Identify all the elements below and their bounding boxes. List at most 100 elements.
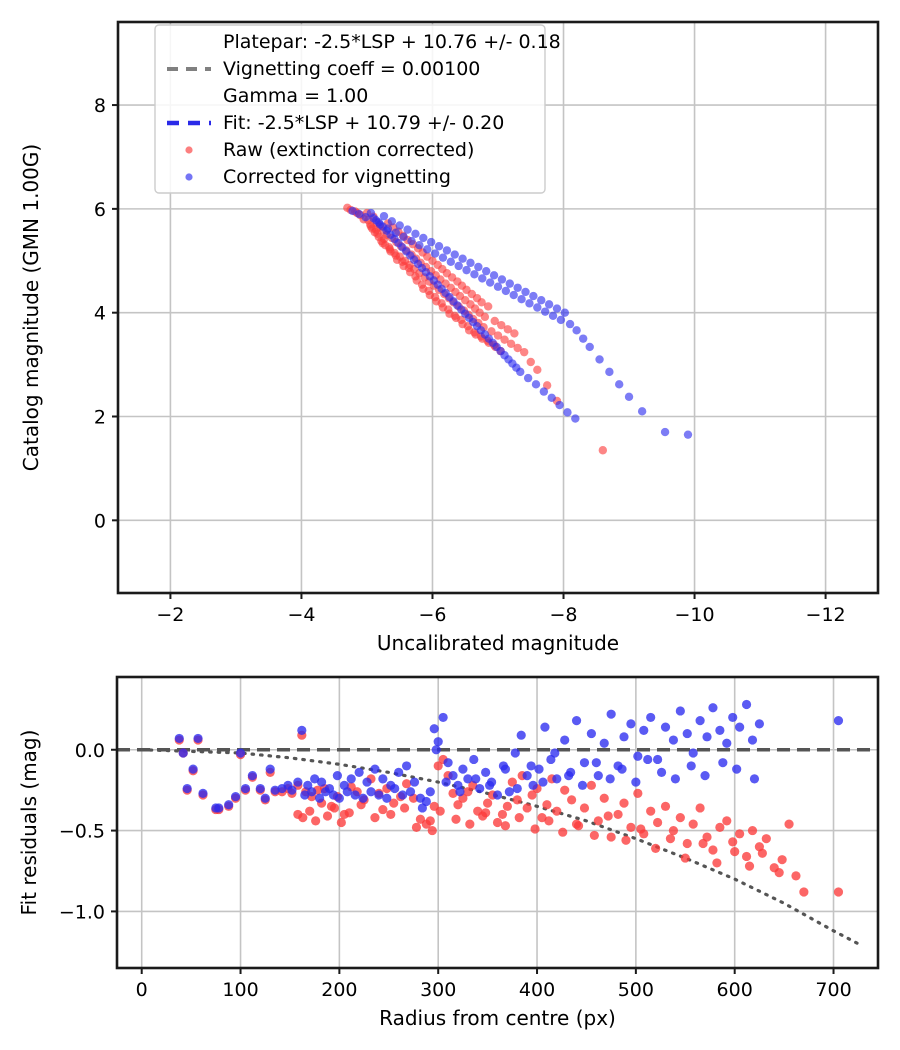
data-point [761, 834, 771, 844]
data-point [688, 819, 698, 829]
data-point [260, 793, 270, 803]
data-point [490, 316, 499, 326]
data-point [373, 229, 382, 238]
data-point [728, 837, 738, 847]
data-point [695, 716, 705, 726]
data-point [833, 887, 844, 897]
data-point [448, 771, 458, 781]
data-point [605, 367, 614, 377]
data-point [529, 291, 538, 301]
vignetting-curve [140, 748, 860, 946]
data-point [386, 247, 395, 256]
data-point [445, 309, 454, 318]
data-point [492, 790, 503, 800]
data-point [484, 780, 495, 790]
data-point [774, 868, 784, 878]
data-point [441, 777, 451, 787]
data-point [378, 238, 387, 248]
x-tick-label: 200 [321, 979, 357, 1001]
x-tick-label: −6 [418, 604, 446, 626]
data-point [508, 359, 517, 368]
data-point [656, 767, 667, 777]
data-point [500, 351, 509, 360]
data-point [526, 761, 536, 771]
data-point [406, 251, 415, 260]
data-point [653, 817, 663, 828]
data-point [432, 297, 441, 306]
data-point [438, 712, 448, 723]
data-point [483, 302, 493, 311]
data-point [633, 751, 643, 761]
data-point [374, 790, 384, 800]
data-point [712, 858, 722, 868]
data-point [458, 319, 467, 329]
x-tick-label: 100 [222, 979, 258, 1001]
data-point [293, 777, 303, 787]
x-tick-label: −10 [674, 604, 714, 626]
data-point [425, 816, 435, 826]
data-point [555, 400, 564, 410]
data-point [417, 803, 427, 813]
data-point [799, 887, 809, 897]
data-point [533, 365, 542, 374]
data-point [540, 722, 550, 732]
data-point [434, 242, 444, 251]
data-point [354, 767, 364, 777]
data-point [538, 777, 548, 787]
data-point [500, 821, 511, 831]
data-point [675, 706, 685, 716]
data-point [438, 303, 448, 312]
data-point [382, 226, 391, 235]
y-axis-label: Fit residuals (mag) [17, 730, 41, 916]
data-point [425, 290, 435, 300]
data-point [316, 777, 327, 787]
data-point [531, 380, 541, 389]
data-point [544, 816, 554, 826]
data-point [606, 832, 616, 842]
data-point [715, 822, 725, 832]
legend-frame [154, 24, 546, 194]
data-point [332, 771, 342, 781]
data-point [639, 725, 649, 735]
data-point [560, 308, 570, 317]
data-point [430, 249, 440, 258]
data-point [429, 276, 438, 285]
data-point [660, 722, 671, 732]
data-point [174, 733, 184, 744]
data-point [613, 809, 623, 820]
legend: Platepar: -2.5*LSP + 10.76 +/- 0.18 Vigne… [154, 24, 561, 194]
data-point [474, 262, 483, 272]
data-point [680, 853, 690, 863]
data-point [198, 788, 208, 799]
data-point [471, 774, 481, 784]
legend-marker-raw [185, 146, 193, 154]
data-point [214, 803, 224, 813]
data-point [741, 851, 752, 862]
data-point [542, 800, 552, 810]
data-point [329, 803, 340, 813]
legend-label: Gamma = 1.00 [223, 85, 368, 107]
data-point [401, 761, 412, 771]
data-point [528, 780, 538, 790]
data-point [462, 265, 471, 275]
data-point [579, 758, 590, 768]
fit-residuals-axes: 0 100 200 300 400 500 600 700 0.0 −0.5 −1.0 Radius … [17, 675, 880, 1030]
data-point [698, 838, 708, 849]
data-point [344, 808, 354, 818]
x-tick-label: −4 [287, 604, 315, 626]
data-point [480, 312, 490, 322]
data-point [348, 206, 357, 216]
data-point [466, 258, 475, 268]
data-point [346, 774, 356, 784]
x-tick-label: −8 [550, 604, 578, 626]
data-point [754, 719, 765, 729]
data-point [506, 339, 516, 349]
data-point [577, 780, 588, 790]
data-point [411, 822, 422, 832]
data-point [539, 387, 549, 396]
data-point [389, 798, 399, 808]
data-point [320, 787, 331, 797]
data-point [497, 809, 508, 820]
data-point [621, 835, 631, 845]
